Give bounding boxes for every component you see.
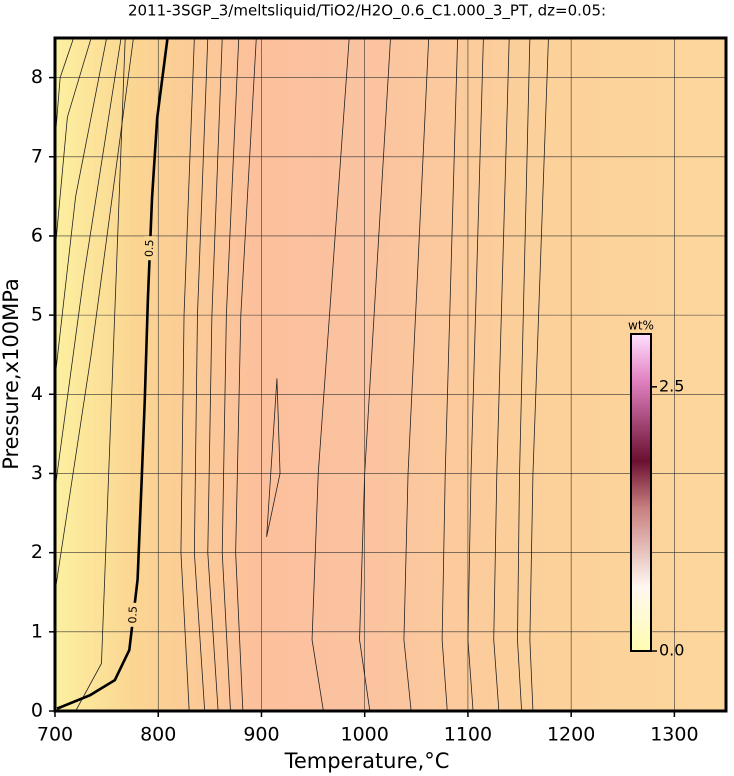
contour-line (441, 38, 458, 711)
y-tick-label: 5 (31, 304, 43, 326)
contour-line (403, 38, 430, 711)
y-tick-label: 4 (31, 383, 43, 405)
contour-label: 0.5 (143, 239, 157, 257)
contour-line (193, 38, 209, 711)
plot-frame (53, 36, 728, 713)
x-tick-label: 1200 (547, 724, 595, 746)
y-tick-label: 8 (31, 66, 43, 88)
contour-line (55, 38, 134, 593)
contour-line (75, 38, 126, 711)
contour-line (180, 38, 195, 711)
contour-line (55, 38, 108, 379)
contour-line (529, 38, 549, 711)
colorbar-tick-label: 2.5 (659, 376, 684, 395)
x-tick-label: 800 (140, 724, 176, 746)
contour-line (266, 378, 281, 537)
x-tick-label: 700 (37, 724, 73, 746)
contour-line (467, 38, 484, 711)
contour-line (55, 38, 74, 141)
colorbar-label: wt% (628, 319, 654, 333)
contour-line (207, 38, 223, 711)
contour-line (517, 38, 531, 711)
colorbar (630, 333, 652, 652)
plot-area: 0.5 0.5 (55, 38, 726, 711)
contour-line (55, 38, 122, 490)
contour-line (221, 38, 240, 711)
x-tick-label: 1300 (650, 724, 698, 746)
contour-label: 0.5 (126, 606, 140, 624)
contour-line (235, 38, 257, 711)
y-tick-label: 7 (31, 145, 43, 167)
contour-label-bg (127, 602, 140, 627)
x-tick-label: 1000 (341, 724, 389, 746)
contour-line (311, 38, 350, 711)
contour-line (493, 38, 510, 711)
x-axis-label: Temperature,°C (284, 749, 450, 773)
contour-line (359, 38, 391, 711)
y-tick-label: 1 (31, 620, 43, 642)
y-tick-label: 6 (31, 224, 43, 246)
x-tick-label: 1100 (444, 724, 492, 746)
colorbar-tick-label: 0.0 (659, 641, 684, 660)
colorbar-ticks: 0.0 2.5 (651, 376, 684, 660)
x-tick-label: 900 (243, 724, 279, 746)
y-tick-label: 2 (31, 541, 43, 563)
chart-title: 2011-3SGP_3/meltsliquid/TiO2/H2O_0.6_C1.… (128, 2, 606, 21)
contour-label-bg (143, 236, 156, 261)
contour-line (55, 38, 92, 252)
y-tick-label: 3 (31, 462, 43, 484)
y-tick-label: 0 (31, 700, 43, 722)
y-axis-label: Pressure,x100MPa (0, 278, 23, 470)
main-contour-line (56, 38, 169, 710)
plot-background (55, 38, 726, 711)
